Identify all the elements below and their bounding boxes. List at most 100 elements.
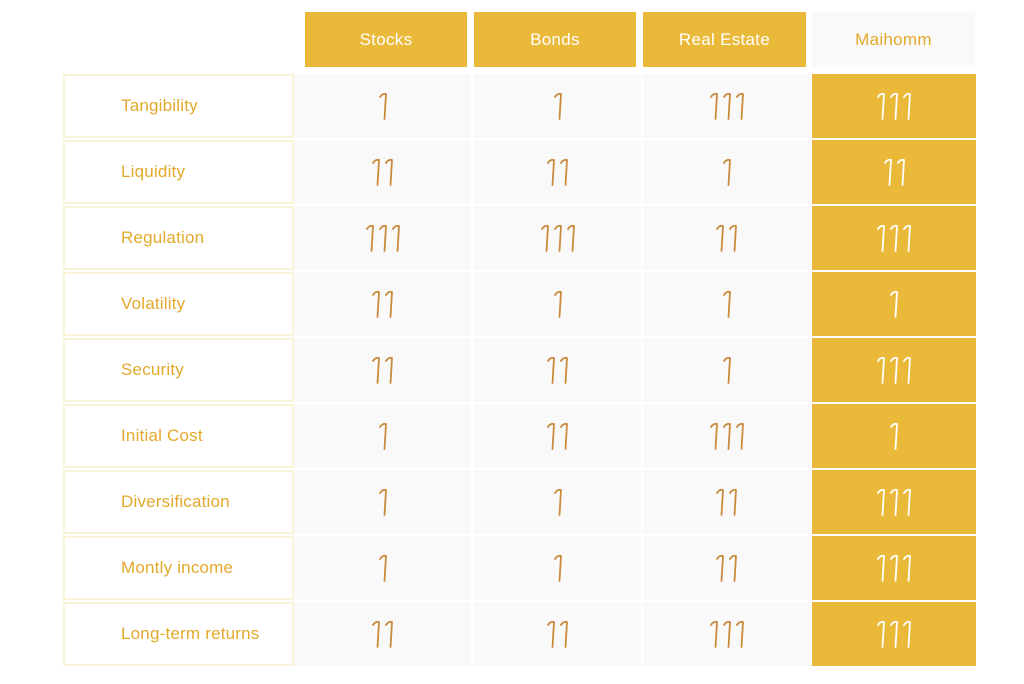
rating-mark-icon [890,422,898,450]
rating-marks [553,290,562,318]
rating-mark-icon [391,224,400,252]
rating-cell [812,140,976,204]
table-row: Initial Cost [63,404,976,470]
row-label: Security [63,338,294,402]
table-row: Montly income [63,536,976,602]
rating-mark-icon [709,620,718,648]
row-label: Montly income [63,536,294,600]
rating-mark-icon [716,488,724,516]
row-label: Regulation [63,206,294,270]
rating-mark-icon [890,554,898,582]
table-row: Diversification [63,470,976,536]
rating-cell [294,338,471,402]
rating-mark-icon [722,422,731,450]
rating-marks [372,290,393,318]
rating-mark-icon [385,290,393,318]
rating-cell [643,470,810,534]
rating-marks [372,158,393,186]
rating-cell [812,470,976,534]
rating-mark-icon [722,290,731,318]
rating-mark-icon [903,224,911,252]
rating-mark-icon [560,620,568,648]
rating-mark-icon [553,290,562,318]
rating-mark-icon [883,158,892,186]
rating-mark-icon [547,422,555,450]
rating-mark-icon [722,620,731,648]
rating-cell [812,338,976,402]
rating-marks [547,158,568,186]
rating-cell [474,206,641,270]
rating-cell [812,272,976,336]
rating-cell [643,206,810,270]
rating-mark-icon [877,488,885,516]
rating-marks [553,488,562,516]
rating-cell [474,602,641,666]
rating-cell [812,536,976,600]
rating-mark-icon [547,158,555,186]
rating-cell [812,74,976,138]
rating-mark-icon [560,158,568,186]
rating-cell [294,140,471,204]
rating-marks [716,224,737,252]
rating-marks [877,554,911,582]
rating-cell [474,404,641,468]
table-row: Volatility [63,272,976,338]
rating-mark-icon [709,422,718,450]
rating-cell [294,206,471,270]
rating-marks [890,290,898,318]
rating-mark-icon [890,92,898,120]
rating-mark-icon [877,554,885,582]
rating-mark-icon [560,356,568,384]
rating-cell [643,338,810,402]
rating-cell [294,404,471,468]
rating-mark-icon [722,356,731,384]
rating-marks [547,356,568,384]
rating-marks [553,92,562,120]
rating-mark-icon [729,488,737,516]
column-header-stocks: Stocks [305,12,467,67]
rating-mark-icon [903,356,911,384]
rating-mark-icon [547,620,555,648]
rating-cell [474,140,641,204]
rating-marks [372,356,393,384]
rating-mark-icon [385,356,393,384]
rating-mark-icon [716,554,724,582]
rating-mark-icon [709,92,718,120]
rating-cell [474,536,641,600]
rating-mark-icon [372,620,380,648]
rating-cell [643,536,810,600]
rating-marks [709,92,744,120]
rating-marks [378,422,387,450]
rating-mark-icon [735,92,744,120]
row-label: Initial Cost [63,404,294,468]
rating-mark-icon [560,422,568,450]
rating-mark-icon [903,554,911,582]
rating-mark-icon [365,224,374,252]
rating-mark-icon [372,290,380,318]
rating-cell [643,140,810,204]
rating-mark-icon [729,554,737,582]
rating-marks [722,290,731,318]
rating-marks [877,356,911,384]
table-row: Security [63,338,976,404]
rating-mark-icon [378,488,387,516]
rating-cell [643,404,810,468]
rating-cell [294,272,471,336]
rating-mark-icon [378,554,387,582]
rating-mark-icon [553,224,562,252]
rating-marks [877,92,911,120]
rating-mark-icon [553,554,562,582]
rating-mark-icon [877,356,885,384]
rating-mark-icon [716,224,724,252]
rating-cell [474,272,641,336]
rating-cell [643,602,810,666]
rating-mark-icon [890,290,898,318]
rating-mark-icon [566,224,575,252]
table-row: Regulation [63,206,976,272]
rating-cell [812,206,976,270]
rating-marks [722,356,731,384]
table-row: Long-term returns [63,602,976,668]
rating-cell [474,74,641,138]
rating-cell [643,272,810,336]
rating-mark-icon [378,92,387,120]
